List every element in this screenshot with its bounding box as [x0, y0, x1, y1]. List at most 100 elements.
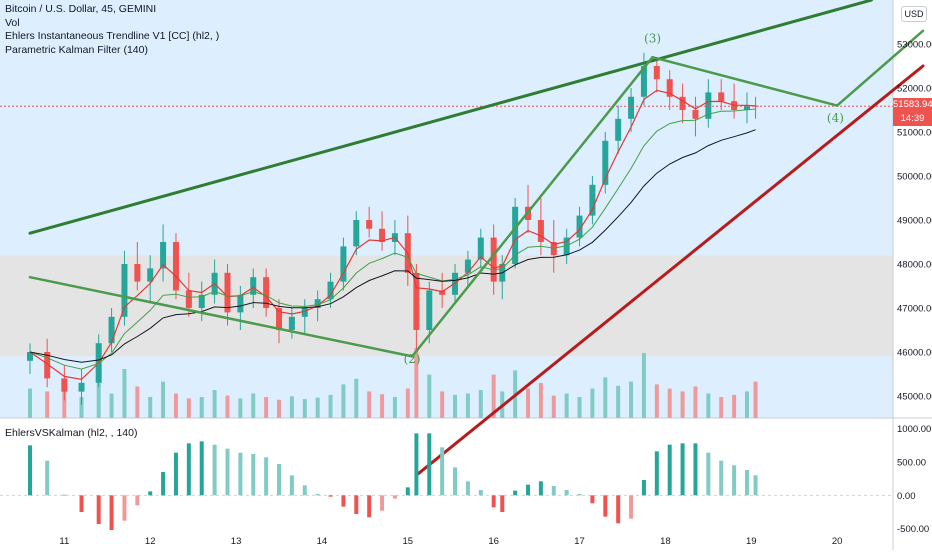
price-tick-label: 45000.00	[897, 392, 932, 403]
volume-bar	[590, 388, 595, 418]
trendline-indicator	[29, 89, 756, 380]
candle-body	[464, 259, 471, 273]
candle-body	[537, 220, 544, 242]
oscillator-bar	[478, 490, 483, 496]
chart-legend: Bitcoin / U.S. Dollar, 45, GEMINI Vol Eh…	[5, 3, 219, 57]
oscillator-tick-label: 0.00	[897, 491, 916, 502]
oscillator-bar	[238, 452, 243, 496]
oscillator-bar	[465, 481, 470, 496]
date-tick-label: 13	[231, 536, 242, 547]
volume-bar	[693, 386, 698, 418]
oscillator-bar	[328, 495, 333, 497]
drawn-trend-line	[414, 64, 925, 477]
countdown-tag: 14:39	[893, 112, 932, 126]
volume-bar	[135, 386, 140, 418]
currency-badge[interactable]: USD	[901, 6, 927, 22]
oscillator-bar	[491, 495, 496, 508]
oscillator-bar	[629, 495, 634, 519]
oscillator-bar	[62, 494, 67, 496]
volume-bar	[427, 374, 432, 418]
volume-bar	[315, 397, 320, 418]
candle-body	[653, 66, 660, 80]
oscillator-bar	[148, 491, 153, 496]
oscillator-pane	[0, 418, 893, 536]
drawn-trend-line	[28, 0, 873, 235]
volume-bar	[706, 393, 711, 418]
oscillator-bar	[603, 495, 608, 517]
oscillator-bar	[28, 445, 32, 496]
oscillator-bar	[161, 472, 166, 496]
indicator-layer	[0, 89, 893, 380]
candle-body	[640, 66, 647, 97]
oscillator-bar	[186, 443, 191, 496]
price-band	[0, 356, 893, 418]
price-tick-label: 47000.00	[897, 304, 932, 315]
oscillator-legend[interactable]: EhlersVSKalman (hl2, , 140)	[5, 427, 138, 439]
volume-bar	[380, 394, 385, 418]
volume-bar	[732, 394, 737, 418]
volume-bar	[45, 391, 50, 418]
oscillator-bar	[341, 495, 346, 507]
volume-bar	[238, 398, 243, 418]
volume-bar	[526, 388, 531, 418]
candle-body	[288, 316, 295, 330]
volume-bar	[465, 393, 470, 418]
trendline-trigger	[29, 108, 756, 370]
oscillator-bar	[225, 448, 230, 496]
date-tick-label: 11	[59, 536, 69, 547]
oscillator-bar	[616, 495, 621, 524]
price-tick-label: 46000.00	[897, 348, 932, 359]
volume-bar	[28, 388, 32, 418]
oscillator-tick-label: 1000.00	[897, 424, 931, 435]
oscillator-bar	[289, 475, 294, 496]
volume-legend[interactable]: Vol	[5, 16, 20, 29]
volume-bar	[96, 375, 101, 418]
oscillator-bar	[380, 495, 385, 511]
volume-bar	[148, 397, 153, 418]
candle-body	[490, 237, 497, 282]
oscillator-bar	[212, 444, 217, 496]
volume-bar	[680, 391, 685, 418]
oscillator-bar	[719, 460, 724, 496]
candle-body	[27, 352, 33, 361]
volume-bar	[62, 383, 67, 418]
drawing-layer[interactable]: (2) (3) (4)	[28, 0, 925, 477]
date-tick-label: 18	[660, 536, 671, 547]
oscillator-bar	[667, 444, 672, 496]
volume-bar	[551, 395, 556, 418]
trendline-legend[interactable]: Ehlers Instantaneous Trendline V1 [CC] (…	[5, 30, 220, 42]
oscillator-bar	[109, 495, 114, 530]
volume-bar	[641, 352, 646, 418]
oscillator-bar	[135, 495, 140, 506]
date-tick-label: 17	[574, 536, 585, 547]
volume-bar	[564, 393, 569, 418]
kalman-legend[interactable]: Parametric Kalman Filter (140)	[5, 43, 148, 56]
candle-body	[426, 290, 433, 330]
candle-body	[366, 220, 373, 229]
volume-bar	[341, 384, 346, 418]
date-tick-label: 20	[832, 536, 843, 547]
oscillator-bar	[654, 451, 659, 496]
candle-body	[237, 294, 244, 313]
candle-body	[718, 92, 725, 102]
candle-body	[147, 268, 154, 282]
candle-body	[340, 246, 347, 282]
volume-bar	[753, 381, 758, 418]
oscillator-bar	[367, 495, 372, 518]
date-tick-label: 15	[403, 536, 414, 547]
oscillator-bar	[551, 486, 556, 496]
volume-bar	[392, 397, 397, 418]
volume-bar	[354, 378, 359, 418]
candle-body	[679, 96, 686, 110]
oscillator-bar	[538, 481, 543, 496]
symbol-title[interactable]: Bitcoin / U.S. Dollar, 45, GEMINI	[5, 3, 157, 15]
candle-body	[172, 242, 179, 291]
oscillator-bar	[427, 433, 432, 496]
volume-bar	[289, 396, 294, 418]
oscillator-bar	[706, 452, 711, 496]
oscillator-bar	[513, 490, 518, 496]
candle-body	[78, 382, 85, 392]
candle-body	[250, 277, 257, 295]
candle-body	[44, 352, 51, 379]
